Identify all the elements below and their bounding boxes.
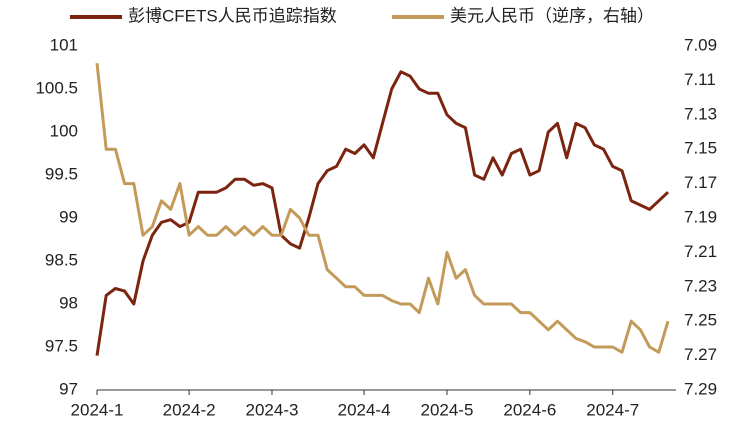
y-tick-label: 99	[59, 207, 78, 226]
x-tick-label: 2024-6	[503, 400, 556, 419]
y-tick-label: 98	[59, 293, 78, 312]
x-tick-label: 2024-7	[586, 400, 639, 419]
x-tick-label: 2024-4	[338, 400, 391, 419]
y-tick-label: 100	[50, 121, 78, 140]
y-tick-label: 98.5	[45, 250, 78, 269]
x-tick-label: 2024-1	[71, 400, 124, 419]
y-tick-label: 100.5	[35, 78, 78, 97]
y2-tick-label: 7.25	[684, 311, 717, 330]
y2-tick-label: 7.23	[684, 276, 717, 295]
series-line	[95, 70, 670, 356]
x-tick-label: 2024-3	[246, 400, 299, 419]
y2-tick-label: 7.27	[684, 345, 717, 364]
y2-tick-label: 7.15	[684, 139, 717, 158]
y-tick-label: 97.5	[45, 336, 78, 355]
y2-tick-label: 7.13	[684, 104, 717, 123]
y2-tick-label: 7.21	[684, 242, 717, 261]
y-tick-label: 101	[50, 35, 78, 54]
y-tick-label: 99.5	[45, 164, 78, 183]
y2-tick-label: 7.17	[684, 173, 717, 192]
series-line	[95, 63, 670, 354]
x-tick-label: 2024-5	[420, 400, 473, 419]
y-tick-label: 97	[59, 379, 78, 398]
legend-label: 彭博CFETS人民币追踪指数	[128, 6, 337, 25]
x-tick-label: 2024-2	[163, 400, 216, 419]
y2-tick-label: 7.19	[684, 207, 717, 226]
y2-tick-label: 7.09	[684, 35, 717, 54]
legend-label: 美元人民币（逆序，右轴）	[450, 6, 654, 25]
y2-tick-label: 7.29	[684, 379, 717, 398]
y2-tick-label: 7.11	[684, 70, 716, 89]
